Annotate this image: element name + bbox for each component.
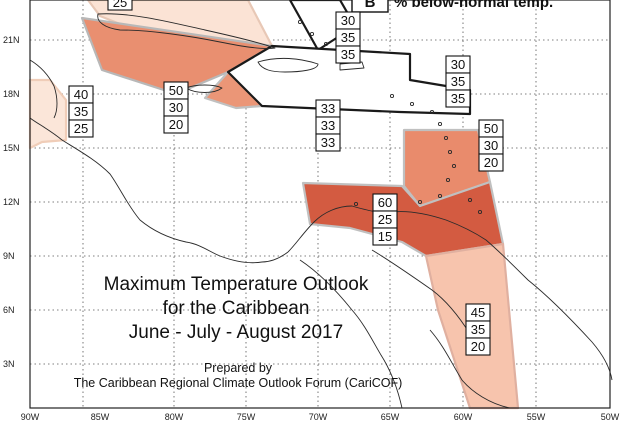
central-america-coastline: [29, 117, 289, 264]
svg-text:35: 35: [341, 30, 355, 45]
prob-box-puerto-rico-south: 33 33 33: [315, 99, 341, 152]
svg-text:45: 45: [471, 305, 485, 320]
lat-label: 3N: [3, 359, 15, 369]
svg-text:35: 35: [471, 322, 485, 337]
lon-label: 80W: [165, 412, 184, 422]
legend-letter-box: [351, 0, 389, 13]
svg-text:20: 20: [169, 117, 183, 132]
lon-label: 85W: [91, 412, 110, 422]
cuba-coastline: [97, 13, 276, 49]
orinoco-river: [371, 249, 471, 335]
svg-text:50: 50: [484, 121, 498, 136]
svg-text:50: 50: [169, 83, 183, 98]
prob-box-belize: 40 35 25: [68, 85, 94, 138]
svg-text:20: 20: [471, 339, 485, 354]
title-line: June - July - August 2017: [129, 322, 343, 343]
svg-text:20: 20: [484, 155, 498, 170]
lon-label: 70W: [309, 412, 328, 422]
prob-box-lesser-antilles-north: 30 35 35: [445, 55, 471, 108]
prob-box-jamaica: 50 30 20: [163, 81, 189, 134]
svg-text:35: 35: [451, 74, 465, 89]
svg-text:25: 25: [74, 121, 88, 136]
lat-label: 6N: [3, 305, 15, 315]
title-line: for the Caribbean: [163, 298, 310, 319]
legend-description: % below-normal temp.: [394, 0, 553, 11]
prepared-by-line: The Caribbean Regional Climate Outlook F…: [74, 376, 403, 390]
lat-label: 21N: [3, 35, 20, 45]
prob-box-north-bahamas: 25: [107, 0, 133, 11]
lat-label: 12N: [3, 197, 20, 207]
prepared-by: Prepared by The Caribbean Regional Clima…: [74, 361, 403, 390]
svg-text:35: 35: [74, 104, 88, 119]
lon-label: 60W: [454, 412, 473, 422]
svg-text:25: 25: [378, 212, 392, 227]
svg-text:33: 33: [321, 101, 335, 116]
legend: B % below-normal temp.: [351, 0, 553, 13]
hispaniola-coastline: [257, 57, 319, 73]
svg-text:33: 33: [321, 135, 335, 150]
title-line: Maximum Temperature Outlook: [104, 274, 369, 295]
map-title: Maximum Temperature Outlook for the Cari…: [104, 274, 369, 343]
svg-text:30: 30: [484, 138, 498, 153]
prob-box-windward-islands: 50 30 20: [478, 119, 504, 172]
axis-labels: 90W 85W 80W 75W 70W 65W 60W 55W 50W 21N …: [3, 35, 620, 422]
lon-label: 65W: [381, 412, 400, 422]
lat-label: 18N: [3, 89, 20, 99]
svg-text:33: 33: [321, 118, 335, 133]
probability-boxes: 25 30 35 35 30 35 35 40 35 25: [68, 0, 504, 356]
lat-label: 9N: [3, 251, 15, 261]
coastlines: [29, 13, 613, 409]
prob-box-southern-caribbean: 60 25 15: [372, 193, 398, 246]
map-frame: [29, 0, 611, 409]
svg-text:30: 30: [169, 100, 183, 115]
svg-text:25: 25: [113, 0, 127, 10]
legend-letter: B: [365, 0, 376, 11]
prepared-by-line: Prepared by: [204, 361, 273, 375]
south-america-inland: [299, 259, 403, 409]
region-greater-antilles: [226, 44, 472, 116]
svg-text:60: 60: [378, 195, 392, 210]
lon-label: 55W: [527, 412, 546, 422]
svg-text:15: 15: [378, 229, 392, 244]
lon-label: 50W: [601, 412, 620, 422]
amazon-inland: [429, 329, 511, 409]
jamaica-coastline: [185, 84, 223, 93]
prob-box-hispaniola-north: 30 35 35: [335, 11, 361, 64]
lon-label: 90W: [21, 412, 40, 422]
prob-box-guianas: 45 35 20: [465, 303, 491, 356]
svg-text:30: 30: [451, 57, 465, 72]
colombia-venezuela-coastline: [287, 205, 613, 381]
svg-text:35: 35: [341, 47, 355, 62]
lon-label: 75W: [237, 412, 256, 422]
svg-text:30: 30: [341, 13, 355, 28]
yucatan-coastline: [29, 59, 58, 119]
svg-text:35: 35: [451, 91, 465, 106]
svg-text:40: 40: [74, 87, 88, 102]
lat-label: 15N: [3, 143, 20, 153]
